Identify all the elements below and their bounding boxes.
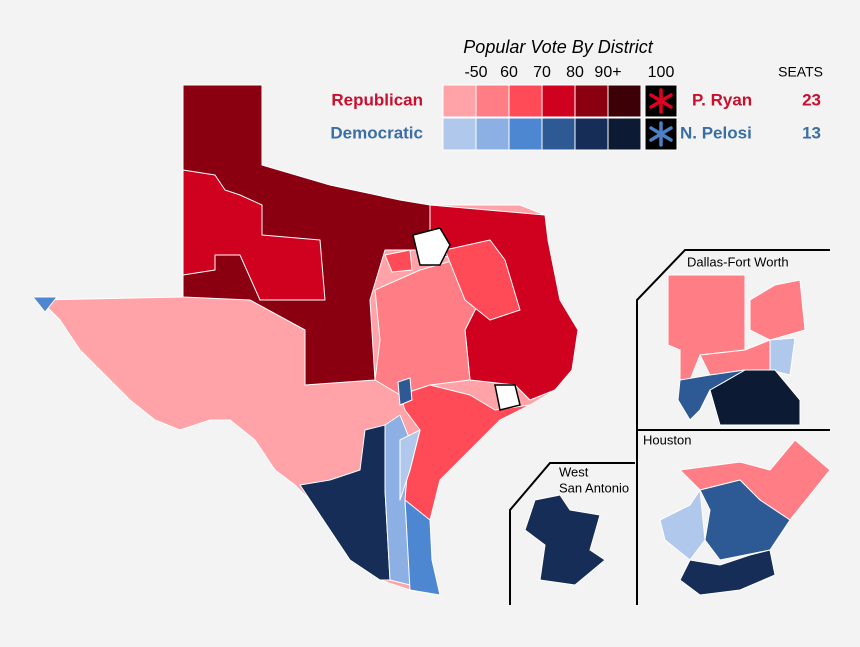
legend-cell [541,84,576,118]
texas-map [32,84,579,596]
inset-houston [659,439,831,596]
legend-cell [607,84,642,118]
region [677,369,746,421]
scale-label: -50 [464,64,487,81]
region [399,429,421,501]
region [524,494,606,586]
legend-cell [574,117,609,151]
party-legend: Republican Democratic P. Ryan N. Pelosi … [330,90,821,142]
party-leader: N. Pelosi [680,123,752,142]
legend-cell [574,84,609,118]
region [659,489,706,561]
region [397,377,413,406]
legend-cell [508,117,543,151]
party-seats: 23 [802,90,821,109]
legend-cell [442,84,477,118]
city-dallas [412,227,451,266]
region [769,337,796,376]
legend-cell [442,117,477,151]
inset-sa [524,494,606,586]
region [32,296,58,313]
legend-cell [508,84,543,118]
legend-cells [442,84,678,151]
region [749,279,806,341]
legend-cell [475,117,510,151]
asterisk-icon [649,121,673,147]
asterisk-icon [649,88,673,114]
inset-label: West [559,464,589,479]
party-name: Republican [331,90,423,109]
inset-frame [509,462,635,605]
city-houston [494,384,521,411]
region [404,499,441,596]
region [182,84,431,386]
inset-frame [636,249,830,605]
inset-label: Dallas-Fort Worth [687,254,789,269]
region [384,249,413,273]
legend-cell [541,117,576,151]
inset-frames [509,249,830,605]
region [182,169,326,301]
inset-label: Houston [643,432,691,447]
scale-label: 100 [648,64,675,81]
region [374,259,481,396]
legend-title: Popular Vote By District [463,37,653,57]
scale-labels: -50 60 70 80 90+ 100 [464,64,674,81]
region [679,549,776,596]
scale-label: 80 [566,64,584,81]
inset-labels: Dallas-Fort Worth Houston West San Anton… [559,254,789,495]
legend-cell [475,84,510,118]
seats-header: SEATS [778,64,823,80]
region [444,239,521,321]
inset-dfw [667,274,806,426]
inset-label: San Antonio [559,480,629,495]
party-name: Democratic [330,123,423,142]
party-leader: P. Ryan [692,90,752,109]
legend-cell [607,117,642,151]
party-seats: 13 [802,123,821,142]
scale-label: 60 [500,64,518,81]
scale-label: 90+ [594,64,621,81]
scale-label: 70 [533,64,551,81]
